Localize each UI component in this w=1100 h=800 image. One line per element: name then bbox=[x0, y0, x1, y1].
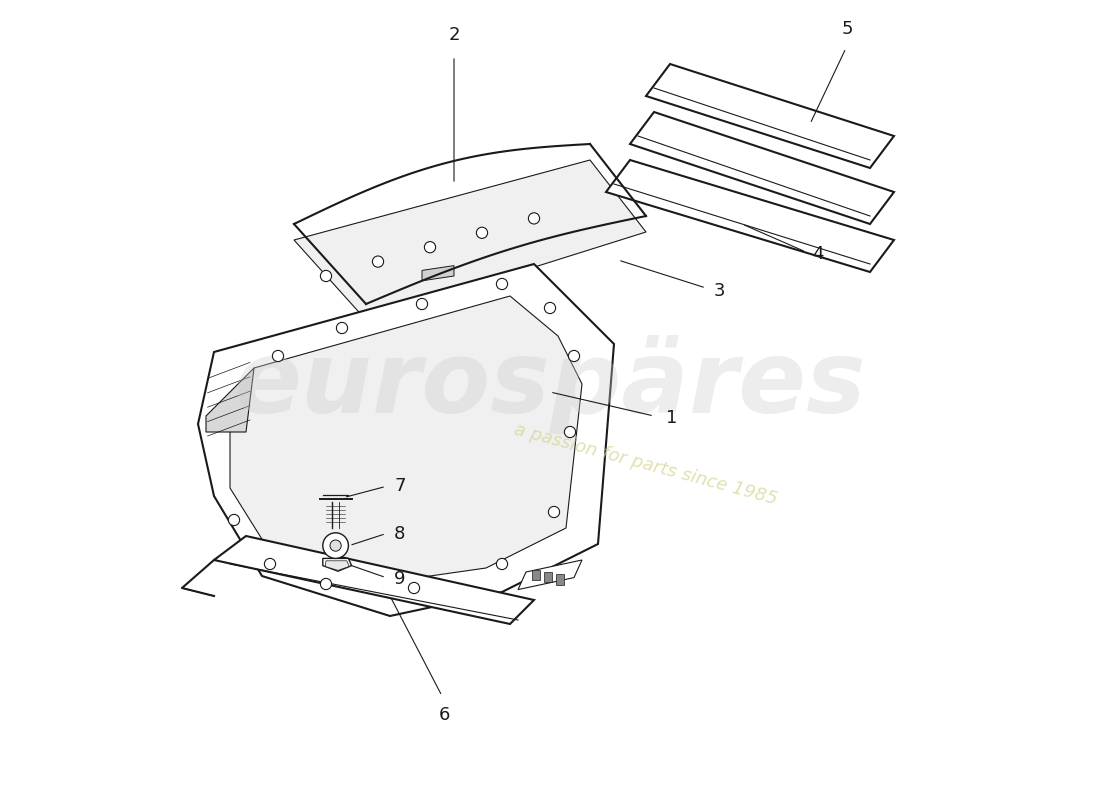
Polygon shape bbox=[230, 296, 582, 584]
Bar bbox=[544, 572, 551, 582]
Polygon shape bbox=[518, 560, 582, 590]
Circle shape bbox=[320, 578, 331, 590]
Circle shape bbox=[476, 227, 487, 238]
Circle shape bbox=[549, 506, 560, 518]
Text: 2: 2 bbox=[449, 26, 460, 44]
Text: 1: 1 bbox=[666, 409, 678, 426]
Circle shape bbox=[229, 514, 240, 526]
Circle shape bbox=[273, 350, 284, 362]
Polygon shape bbox=[422, 266, 454, 281]
Bar bbox=[532, 570, 540, 580]
Polygon shape bbox=[206, 368, 254, 432]
Text: 6: 6 bbox=[439, 706, 450, 723]
Text: eurospäres: eurospäres bbox=[233, 334, 867, 434]
Circle shape bbox=[544, 302, 556, 314]
Text: 5: 5 bbox=[842, 21, 854, 38]
Text: 4: 4 bbox=[813, 246, 824, 263]
Polygon shape bbox=[198, 264, 614, 616]
Circle shape bbox=[417, 298, 428, 310]
Circle shape bbox=[408, 582, 419, 594]
Polygon shape bbox=[322, 558, 352, 571]
Circle shape bbox=[569, 350, 580, 362]
Circle shape bbox=[425, 242, 436, 253]
Text: 8: 8 bbox=[394, 525, 406, 542]
Circle shape bbox=[322, 533, 349, 558]
Text: 9: 9 bbox=[394, 570, 406, 588]
Circle shape bbox=[264, 558, 276, 570]
Text: 7: 7 bbox=[394, 478, 406, 495]
Circle shape bbox=[373, 256, 384, 267]
Circle shape bbox=[330, 540, 341, 551]
Polygon shape bbox=[606, 160, 894, 272]
Polygon shape bbox=[214, 536, 534, 624]
Circle shape bbox=[320, 270, 331, 282]
Text: a passion for parts since 1985: a passion for parts since 1985 bbox=[513, 420, 780, 508]
Polygon shape bbox=[326, 561, 349, 570]
Circle shape bbox=[528, 213, 540, 224]
Circle shape bbox=[496, 278, 507, 290]
Text: 3: 3 bbox=[714, 282, 726, 300]
Circle shape bbox=[337, 322, 348, 334]
Circle shape bbox=[496, 558, 507, 570]
Bar bbox=[557, 574, 563, 585]
Polygon shape bbox=[294, 160, 646, 320]
Polygon shape bbox=[630, 112, 894, 224]
Circle shape bbox=[564, 426, 575, 438]
Polygon shape bbox=[294, 144, 646, 304]
Polygon shape bbox=[646, 64, 894, 168]
